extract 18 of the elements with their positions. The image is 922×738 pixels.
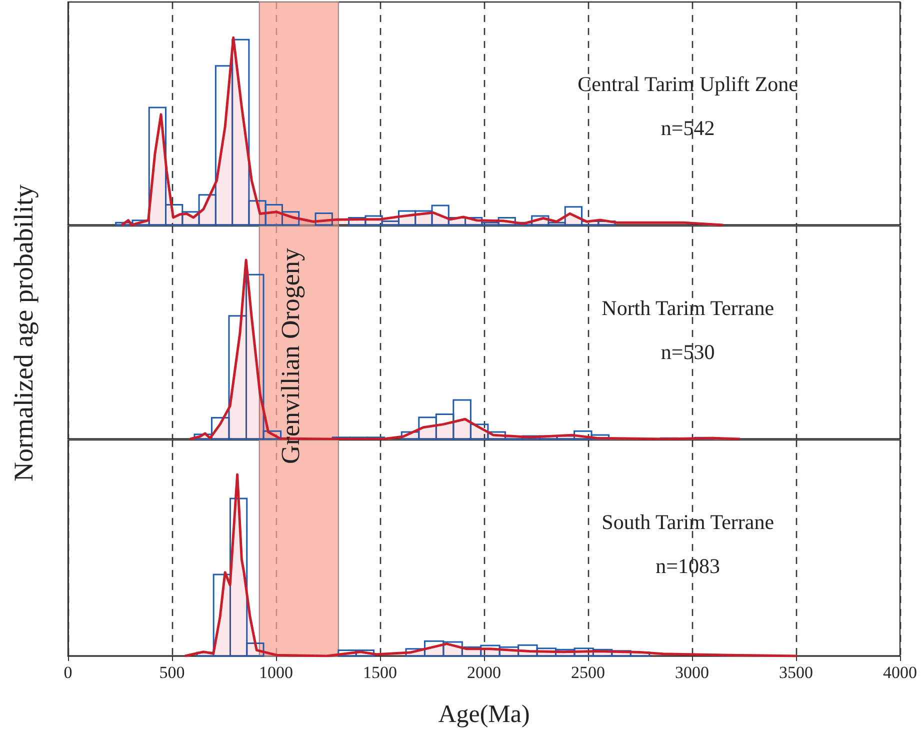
y-axis-title: Normalized age probability: [8, 184, 40, 482]
x-axis-title: Age(Ma): [438, 701, 530, 728]
x-tick-label: 1500: [363, 663, 397, 682]
annotation: South Tarim Terrane: [602, 510, 774, 534]
x-tick-label: 3000: [675, 663, 709, 682]
annotation: n=542: [660, 116, 715, 140]
x-tick-label: 3500: [779, 663, 813, 682]
band-label: Grenvillian Orogeny: [276, 248, 306, 464]
annotation: n=1083: [656, 554, 720, 578]
x-tick-label: 2000: [467, 663, 501, 682]
x-tick-label: 500: [159, 663, 185, 682]
x-tick-label: 4000: [883, 663, 917, 682]
x-tick-label: 1000: [259, 663, 293, 682]
annotation: North Tarim Terrane: [602, 296, 774, 320]
annotation: n=530: [660, 340, 715, 364]
x-tick-label: 2500: [571, 663, 605, 682]
annotation: Central Tarim Uplift Zone: [578, 72, 798, 96]
x-tick-label: 0: [64, 663, 72, 682]
